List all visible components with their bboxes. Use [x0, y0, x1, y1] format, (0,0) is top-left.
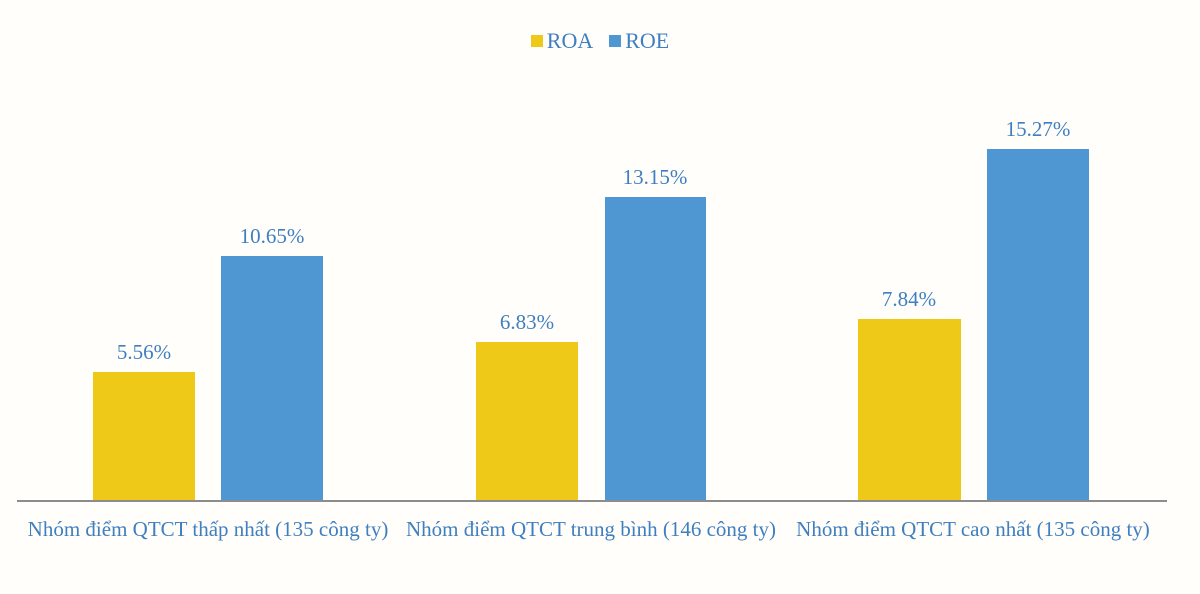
bar-roe-group-2: [605, 197, 706, 500]
data-label-roe-group-1: 10.65%: [239, 224, 305, 248]
data-label-roa-group-2: 6.83%: [499, 310, 555, 334]
legend-label-roe: ROE: [625, 28, 670, 53]
category-label-3: Nhóm điểm QTCT cao nhất (135 công ty): [796, 517, 1150, 541]
bar-roa-group-1: [93, 372, 195, 500]
bar-roa-group-3: [858, 319, 961, 500]
data-label-roa-group-1: 5.56%: [116, 340, 172, 364]
bar-roe-group-3: [987, 149, 1089, 500]
bar-roe-group-1: [221, 256, 323, 500]
roa-swatch-icon: [530, 35, 543, 47]
chart-legend: ROA ROE: [0, 28, 1200, 54]
bar-roa-group-2: [476, 342, 578, 500]
legend-label-roa: ROA: [546, 28, 594, 53]
category-label-1: Nhóm điểm QTCT thấp nhất (135 công ty): [27, 517, 389, 541]
roe-swatch-icon: [609, 35, 622, 47]
data-label-roa-group-3: 7.84%: [881, 287, 937, 311]
data-label-roe-group-2: 13.15%: [622, 165, 688, 189]
legend-item-roa: ROA: [530, 28, 594, 54]
category-label-2: Nhóm điểm QTCT trung bình (146 công ty): [406, 517, 776, 541]
x-axis-line: [17, 500, 1167, 502]
data-label-roe-group-3: 15.27%: [1005, 117, 1071, 141]
legend-item-roe: ROE: [609, 28, 669, 54]
